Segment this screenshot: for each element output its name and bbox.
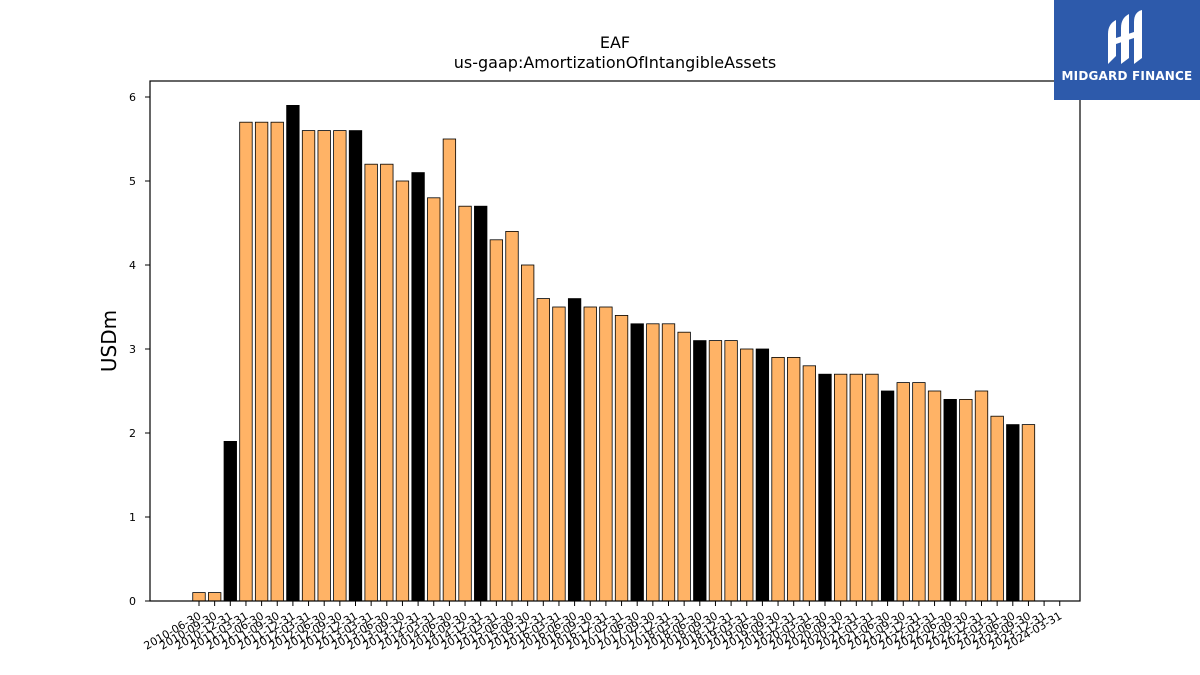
bar-2012-03-31 (301, 130, 316, 602)
bar-2023-06-30 (1006, 424, 1020, 602)
bar-2010-09-30 (207, 592, 222, 602)
y-axis-label: USDm (97, 310, 121, 372)
y-tick-label: 1 (129, 511, 136, 524)
bar-2016-03-31 (552, 306, 566, 602)
bar-2013-09-30 (395, 180, 410, 602)
bars-group (192, 105, 1036, 602)
bar-2018-06-30 (693, 340, 707, 602)
bar-2011-09-30 (270, 121, 284, 602)
bar-2023-03-31 (990, 415, 1004, 602)
bar-2021-03-31 (865, 373, 879, 602)
bar-2018-09-30 (708, 340, 723, 602)
bar-2013-12-31 (411, 172, 425, 602)
bar-2018-03-31 (677, 331, 691, 602)
brand-logo: MIDGARD FINANCE (1054, 0, 1200, 100)
bar-2011-03-31 (239, 121, 253, 602)
bar-2011-12-31 (286, 105, 300, 602)
bar-2018-12-31 (724, 340, 738, 602)
bar-2020-06-30 (818, 373, 832, 602)
chart-title: EAF (600, 33, 630, 52)
y-tick-label: 0 (129, 595, 136, 608)
bar-2010-06-30 (192, 592, 206, 602)
bar-2014-09-30 (458, 205, 472, 602)
bar-2014-06-30 (442, 138, 457, 602)
bar-2019-06-30 (755, 348, 770, 602)
bar-2012-09-30 (333, 130, 347, 602)
bar-2021-12-31 (912, 382, 926, 602)
y-tick-label: 3 (129, 343, 136, 356)
y-tick-label: 5 (129, 175, 136, 188)
bar-2015-03-31 (489, 239, 504, 602)
bar-2016-06-30 (567, 298, 582, 602)
bar-2019-12-31 (787, 356, 801, 602)
y-tick-label: 4 (129, 259, 136, 272)
bar-2021-06-30 (880, 390, 895, 602)
bar-2017-03-31 (614, 314, 629, 602)
bar-2020-12-31 (849, 373, 863, 602)
bar-2014-12-31 (474, 205, 488, 602)
bar-2017-06-30 (630, 323, 644, 602)
bar-2013-06-30 (380, 163, 394, 602)
bar-2017-12-31 (661, 323, 676, 602)
bar-2014-03-31 (427, 197, 441, 602)
bar-2012-12-31 (348, 130, 363, 602)
bar-2017-09-30 (646, 323, 660, 602)
bar-2022-09-30 (959, 398, 973, 602)
chart-subtitle: us-gaap:AmortizationOfIntangibleAssets (454, 53, 776, 72)
bar-2013-03-31 (364, 163, 378, 602)
bar-2022-12-31 (974, 390, 989, 602)
brand-name: MIDGARD FINANCE (1061, 69, 1193, 83)
bar-2022-03-31 (927, 390, 942, 602)
y-axis: 0 1 2 3 4 5 6 (129, 91, 150, 608)
bar-2020-09-30 (834, 373, 848, 602)
bar-2016-12-31 (599, 306, 613, 602)
y-tick-label: 6 (129, 91, 136, 104)
bar-2019-03-31 (740, 348, 754, 602)
bar-2019-09-30 (771, 356, 785, 602)
bar-2022-06-30 (943, 398, 957, 602)
bar-2011-06-30 (254, 121, 269, 602)
bar-2016-09-30 (583, 306, 597, 602)
y-tick-label: 2 (129, 427, 136, 440)
bar-2015-12-31 (536, 298, 550, 602)
bar-2012-06-30 (317, 130, 331, 602)
x-axis: 2010-06-302010-09-302010-12-312011-03-31… (142, 601, 1064, 653)
bar-2020-03-31 (802, 365, 816, 602)
bar-2023-09-30 (1021, 424, 1036, 602)
bar-2021-09-30 (896, 382, 910, 602)
brand-mark-icon (1108, 10, 1142, 64)
plot-frame (149, 80, 1081, 602)
bar-2015-06-30 (505, 230, 519, 602)
bar-2010-12-31 (223, 440, 237, 602)
bar-2015-09-30 (521, 264, 535, 602)
